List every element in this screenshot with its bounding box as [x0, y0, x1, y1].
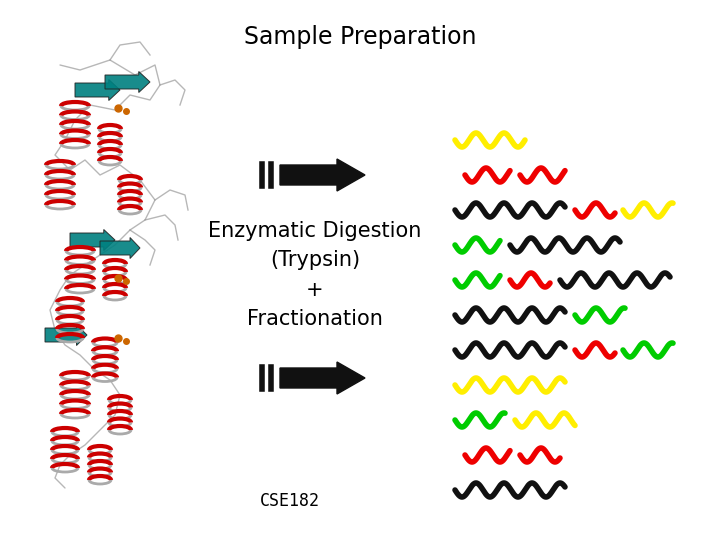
Text: Sample Preparation: Sample Preparation — [244, 25, 476, 49]
FancyArrow shape — [75, 79, 120, 100]
FancyArrow shape — [280, 159, 365, 191]
FancyArrow shape — [280, 362, 365, 394]
FancyArrow shape — [105, 71, 150, 92]
Text: Enzymatic Digestion
(Trypsin)
+
Fractionation: Enzymatic Digestion (Trypsin) + Fraction… — [208, 221, 422, 329]
FancyArrow shape — [100, 238, 140, 259]
Text: CSE182: CSE182 — [260, 492, 320, 510]
FancyArrow shape — [45, 325, 87, 346]
FancyArrow shape — [70, 230, 115, 251]
